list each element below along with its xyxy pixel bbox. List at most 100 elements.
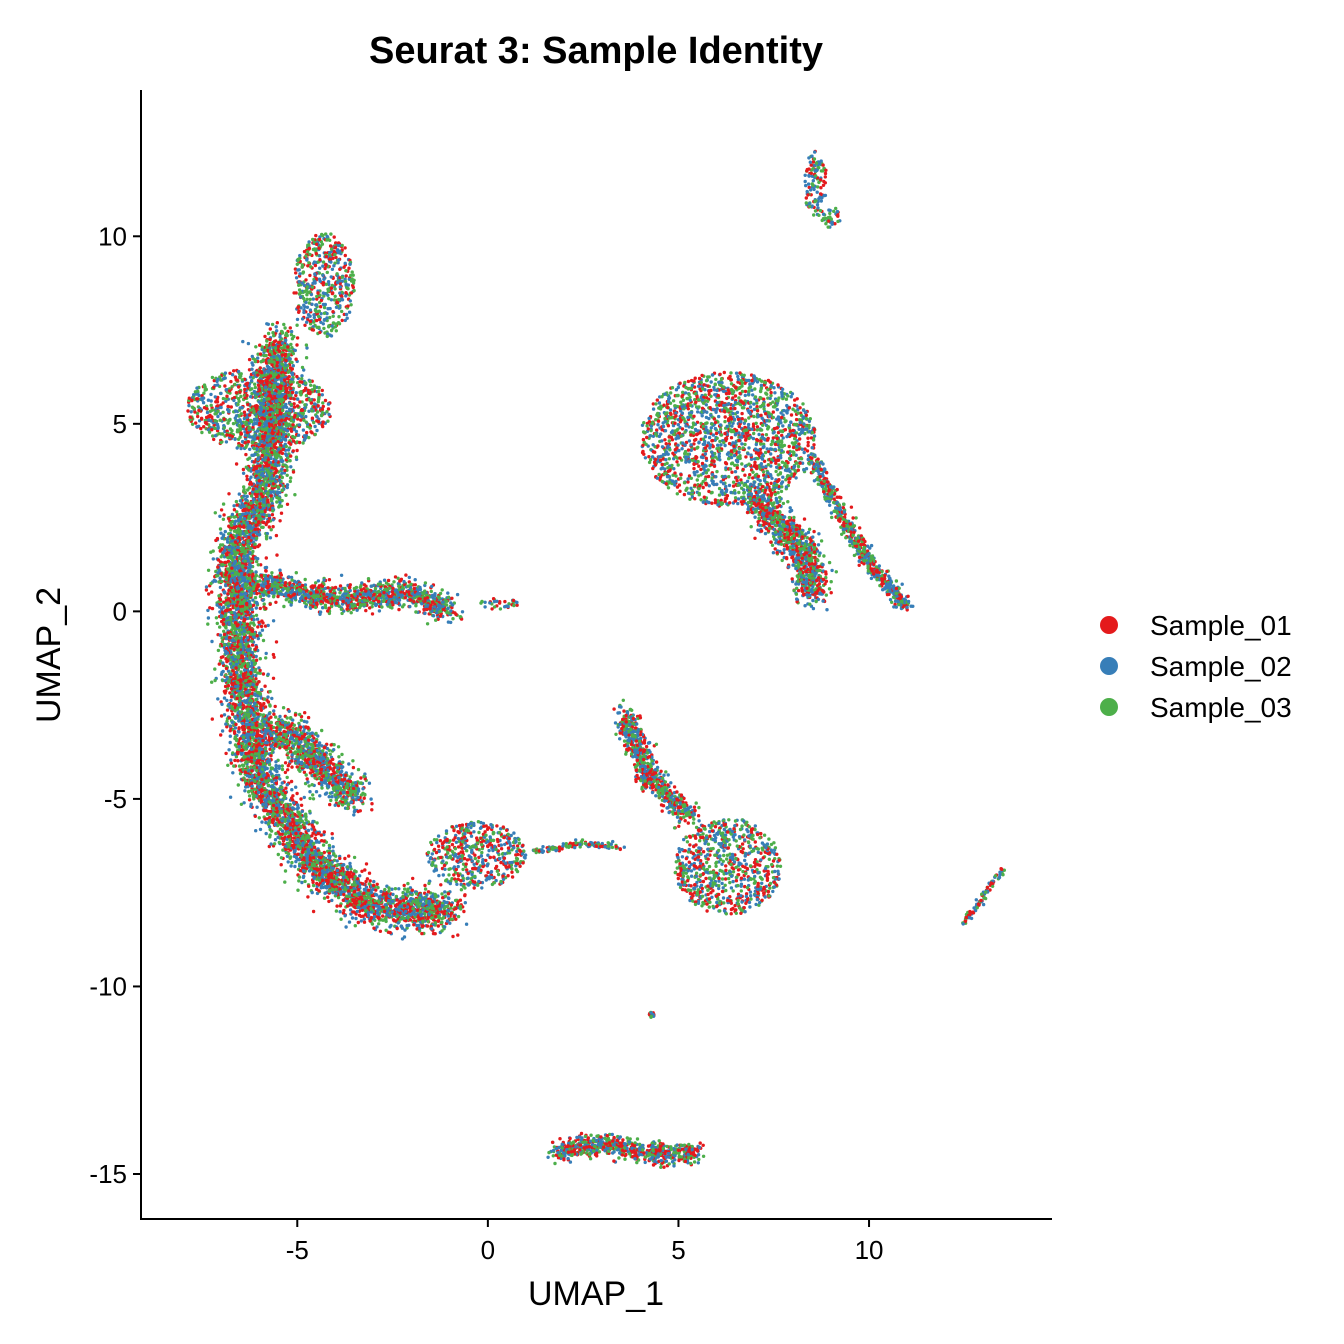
point-sample_02 xyxy=(218,514,222,518)
point-sample_02 xyxy=(242,554,246,559)
point-sample_01 xyxy=(271,342,275,347)
point-sample_01 xyxy=(305,430,309,435)
point-sample_01 xyxy=(221,622,226,626)
point-sample_01 xyxy=(275,360,280,365)
point-sample_02 xyxy=(284,402,288,407)
point-sample_02 xyxy=(251,453,256,457)
point-sample_02 xyxy=(344,282,348,286)
point-sample_02 xyxy=(224,636,228,641)
point-sample_01 xyxy=(237,385,241,389)
point-sample_03 xyxy=(251,549,255,554)
point-sample_02 xyxy=(221,605,226,609)
point-sample_01 xyxy=(258,606,262,611)
point-sample_02 xyxy=(261,498,266,502)
point-sample_03 xyxy=(260,395,264,399)
point-sample_01 xyxy=(268,327,272,331)
point-sample_02 xyxy=(300,281,304,285)
point-sample_01 xyxy=(283,468,287,473)
point-sample_01 xyxy=(276,368,281,372)
point-sample_01 xyxy=(304,278,308,282)
point-sample_01 xyxy=(319,298,324,303)
point-sample_03 xyxy=(308,426,312,430)
point-sample_03 xyxy=(301,441,305,445)
point-sample_01 xyxy=(323,398,328,403)
point-sample_03 xyxy=(316,314,321,319)
point-sample_02 xyxy=(264,651,268,656)
point-sample_03 xyxy=(243,607,247,611)
point-sample_01 xyxy=(317,237,322,242)
point-sample_03 xyxy=(321,401,325,405)
point-sample_02 xyxy=(299,295,303,299)
point-sample_02 xyxy=(277,478,282,482)
point-sample_01 xyxy=(289,386,293,391)
point-sample_03 xyxy=(337,297,341,302)
point-sample_03 xyxy=(221,502,226,506)
point-sample_02 xyxy=(195,425,199,429)
point-sample_02 xyxy=(241,339,245,344)
point-sample_02 xyxy=(275,490,279,494)
point-sample_02 xyxy=(315,428,319,433)
point-sample_03 xyxy=(290,346,294,350)
point-sample_02 xyxy=(249,614,254,619)
point-sample_01 xyxy=(257,520,261,524)
point-sample_01 xyxy=(266,375,270,379)
point-sample_01 xyxy=(343,246,347,250)
point-sample_03 xyxy=(333,325,338,329)
point-sample_01 xyxy=(271,431,275,435)
point-sample_01 xyxy=(190,398,194,402)
point-sample_03 xyxy=(238,642,242,647)
point-sample_03 xyxy=(271,411,275,415)
point-sample_01 xyxy=(202,425,206,429)
point-sample_03 xyxy=(274,454,278,459)
point-sample_01 xyxy=(290,390,295,395)
point-sample_01 xyxy=(295,404,300,408)
point-sample_02 xyxy=(223,590,227,594)
point-sample_01 xyxy=(297,440,302,445)
point-sample_01 xyxy=(226,631,230,635)
point-sample_03 xyxy=(296,258,300,262)
point-sample_02 xyxy=(229,758,233,762)
point-sample_03 xyxy=(193,390,198,394)
point-sample_02 xyxy=(305,257,309,261)
point-sample_01 xyxy=(259,624,264,629)
point-sample_03 xyxy=(252,623,256,627)
point-sample_02 xyxy=(239,616,244,620)
point-sample_03 xyxy=(247,514,251,519)
point-sample_01 xyxy=(223,609,228,613)
point-sample_01 xyxy=(232,647,236,652)
point-sample_02 xyxy=(209,419,213,423)
point-sample_01 xyxy=(316,404,320,408)
point-sample_02 xyxy=(231,771,235,775)
point-sample_03 xyxy=(308,252,312,257)
point-sample_02 xyxy=(245,556,250,561)
point-sample_02 xyxy=(239,505,243,510)
point-sample_01 xyxy=(244,452,248,457)
point-sample_02 xyxy=(286,448,291,452)
point-sample_02 xyxy=(348,299,352,303)
point-sample_01 xyxy=(264,556,268,560)
point-sample_02 xyxy=(283,427,287,431)
point-sample_03 xyxy=(307,261,311,265)
point-sample_02 xyxy=(206,398,211,402)
point-sample_03 xyxy=(188,417,192,422)
point-sample_03 xyxy=(239,608,243,613)
point-sample_02 xyxy=(273,462,278,466)
point-sample_03 xyxy=(254,345,258,349)
point-sample_02 xyxy=(227,545,231,549)
point-sample_03 xyxy=(310,388,314,392)
point-sample_02 xyxy=(315,415,319,419)
point-sample_02 xyxy=(268,428,272,432)
point-sample_03 xyxy=(329,247,334,251)
point-sample_03 xyxy=(326,289,331,293)
point-sample_03 xyxy=(333,287,337,291)
point-sample_02 xyxy=(232,504,236,508)
point-sample_02 xyxy=(244,592,248,596)
point-sample_01 xyxy=(306,264,310,268)
point-sample_03 xyxy=(283,326,287,330)
point-sample_03 xyxy=(241,546,245,551)
point-sample_01 xyxy=(300,380,304,384)
point-sample_03 xyxy=(327,296,331,301)
point-sample_03 xyxy=(238,632,242,636)
point-sample_03 xyxy=(256,509,260,513)
point-sample_03 xyxy=(273,346,278,350)
